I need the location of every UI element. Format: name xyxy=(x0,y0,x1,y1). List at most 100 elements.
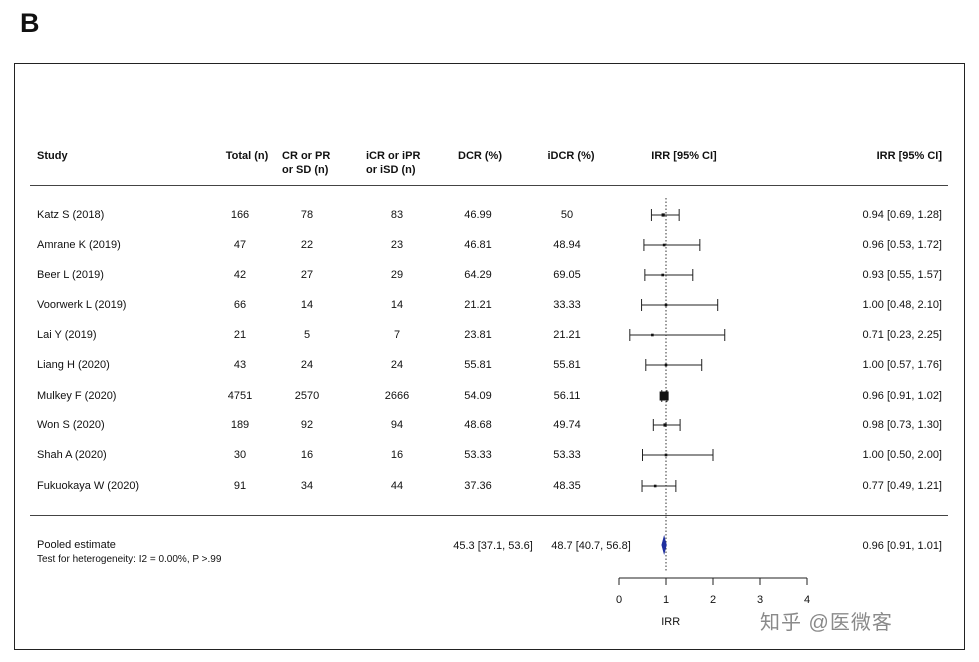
pooled-label: Pooled estimate xyxy=(37,539,116,551)
row-idcr: 50 xyxy=(560,209,574,221)
pooled-dcr: 45.3 [37.1, 53.6] xyxy=(453,540,533,552)
point-estimate xyxy=(651,333,654,337)
row-icr: 16 xyxy=(390,449,404,461)
row-crpr: 22 xyxy=(300,239,314,251)
pooled-irr: 0.96 [0.91, 1.01] xyxy=(862,540,942,552)
row-idcr: 56.11 xyxy=(553,390,581,402)
heterogeneity-text: Test for heterogeneity: I2 = 0.00%, P >.… xyxy=(37,554,222,565)
row-irr: 0.98 [0.73, 1.30] xyxy=(862,419,942,431)
row-irr: 1.00 [0.50, 2.00] xyxy=(862,449,942,461)
header-dcr: DCR (%) xyxy=(458,150,502,162)
row-total: 189 xyxy=(230,419,250,431)
row-irr: 0.93 [0.55, 1.57] xyxy=(862,269,942,281)
row-study: Voorwerk L (2019) xyxy=(37,299,127,311)
row-icr: 2666 xyxy=(384,390,410,402)
row-total: 43 xyxy=(233,359,247,371)
row-idcr: 48.35 xyxy=(553,480,581,492)
row-dcr: 46.81 xyxy=(464,239,492,251)
row-idcr: 49.74 xyxy=(553,419,581,431)
x-tick-label: 2 xyxy=(710,594,716,606)
header-divider xyxy=(30,185,948,186)
row-study: Mulkey F (2020) xyxy=(37,390,117,402)
x-axis-label: IRR xyxy=(661,616,680,628)
point-estimate xyxy=(664,363,668,367)
x-tick-label: 3 xyxy=(757,594,763,606)
row-irr: 0.96 [0.91, 1.02] xyxy=(862,390,942,402)
figure-frame xyxy=(14,63,965,650)
row-total: 166 xyxy=(230,209,250,221)
pooled-divider xyxy=(30,515,948,516)
row-irr: 0.96 [0.53, 1.72] xyxy=(862,239,942,251)
point-estimate xyxy=(659,391,669,401)
row-total: 42 xyxy=(233,269,247,281)
row-crpr: 14 xyxy=(300,299,314,311)
header-cr-pr: CR or PR or SD (n) xyxy=(282,150,331,176)
row-dcr: 46.99 xyxy=(464,209,492,221)
row-total: 21 xyxy=(233,329,247,341)
row-idcr: 69.05 xyxy=(553,269,581,281)
x-tick-label: 1 xyxy=(663,594,669,606)
row-icr: 23 xyxy=(390,239,404,251)
point-estimate xyxy=(662,243,666,247)
row-idcr: 55.81 xyxy=(553,359,581,371)
row-irr: 0.77 [0.49, 1.21] xyxy=(862,480,942,492)
pooled-diamond xyxy=(661,534,667,556)
row-idcr: 33.33 xyxy=(553,299,581,311)
watermark: 知乎 @医微客 xyxy=(760,612,893,634)
row-total: 30 xyxy=(233,449,247,461)
row-dcr: 23.81 xyxy=(464,329,492,341)
row-dcr: 55.81 xyxy=(464,359,492,371)
header-irr-plot: IRR [95% CI] xyxy=(651,150,717,162)
row-dcr: 21.21 xyxy=(464,299,492,311)
row-irr: 0.71 [0.23, 2.25] xyxy=(862,329,942,341)
row-crpr: 16 xyxy=(300,449,314,461)
row-irr: 0.94 [0.69, 1.28] xyxy=(862,209,942,221)
point-estimate xyxy=(661,213,665,217)
row-dcr: 64.29 xyxy=(464,269,492,281)
header-irr-text: IRR [95% CI] xyxy=(876,150,942,162)
row-dcr: 37.36 xyxy=(464,480,492,492)
row-icr: 29 xyxy=(390,269,404,281)
row-irr: 1.00 [0.57, 1.76] xyxy=(862,359,942,371)
row-icr: 44 xyxy=(390,480,404,492)
row-idcr: 48.94 xyxy=(553,239,581,251)
row-total: 66 xyxy=(233,299,247,311)
header-icr-ipr: iCR or iPR or iSD (n) xyxy=(366,150,421,176)
panel-label: B xyxy=(20,8,40,38)
row-study: Amrane K (2019) xyxy=(37,239,121,251)
row-dcr: 54.09 xyxy=(464,390,492,402)
point-estimate xyxy=(664,453,668,457)
row-icr: 83 xyxy=(390,209,404,221)
row-icr: 24 xyxy=(390,359,404,371)
header-study: Study xyxy=(37,150,68,162)
row-study: Shah A (2020) xyxy=(37,449,107,461)
row-study: Lai Y (2019) xyxy=(37,329,97,341)
row-total: 91 xyxy=(233,480,247,492)
row-irr: 1.00 [0.48, 2.10] xyxy=(862,299,942,311)
row-study: Beer L (2019) xyxy=(37,269,104,281)
point-estimate xyxy=(653,484,657,488)
pooled-idcr: 48.7 [40.7, 56.8] xyxy=(551,540,631,552)
row-crpr: 5 xyxy=(303,329,311,341)
x-tick-label: 0 xyxy=(616,594,622,606)
row-icr: 94 xyxy=(390,419,404,431)
point-estimate xyxy=(661,273,665,277)
row-study: Won S (2020) xyxy=(37,419,105,431)
row-total: 4751 xyxy=(227,390,253,402)
header-total: Total (n) xyxy=(225,150,269,162)
row-crpr: 24 xyxy=(300,359,314,371)
row-dcr: 53.33 xyxy=(464,449,492,461)
header-idcr: iDCR (%) xyxy=(547,150,595,162)
x-tick-label: 4 xyxy=(804,594,810,606)
row-crpr: 2570 xyxy=(294,390,320,402)
row-total: 47 xyxy=(233,239,247,251)
row-crpr: 27 xyxy=(300,269,314,281)
row-crpr: 78 xyxy=(300,209,314,221)
point-estimate xyxy=(663,423,667,427)
row-icr: 7 xyxy=(393,329,401,341)
point-estimate xyxy=(664,303,668,307)
row-dcr: 48.68 xyxy=(464,419,492,431)
row-icr: 14 xyxy=(390,299,404,311)
row-idcr: 21.21 xyxy=(553,329,581,341)
